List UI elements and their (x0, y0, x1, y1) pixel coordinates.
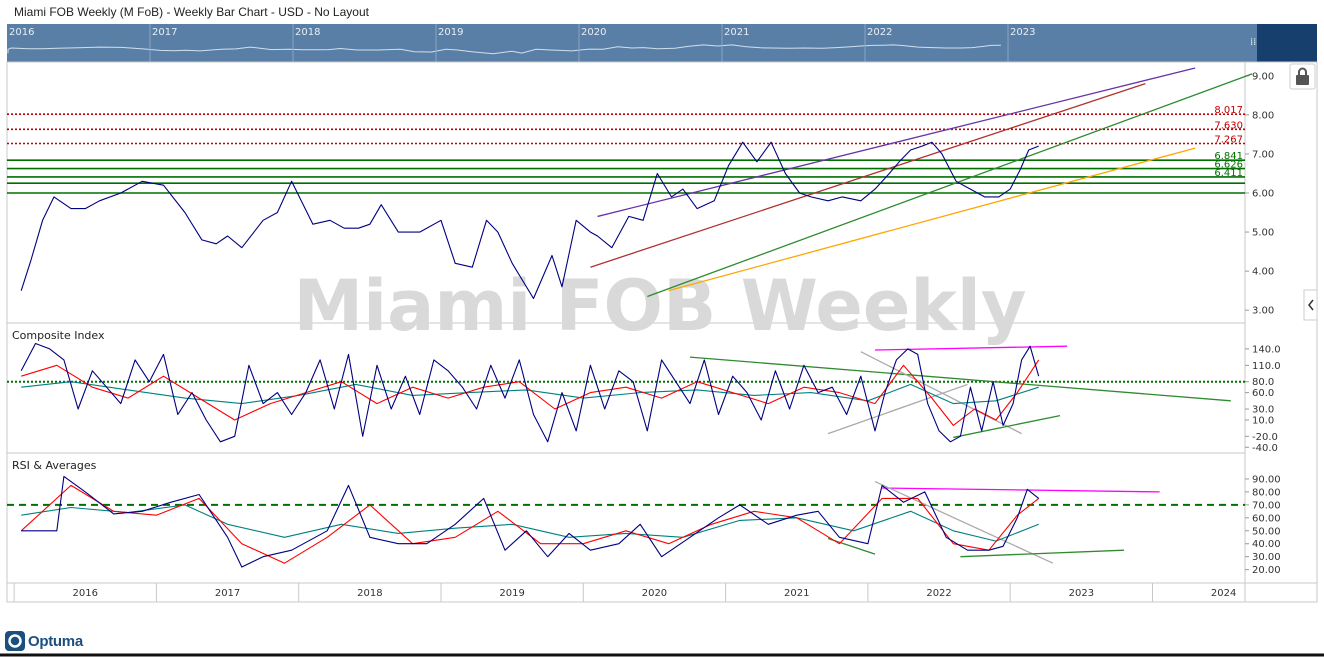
x-tick-label: 2024 (1211, 588, 1236, 599)
trendline[interactable] (874, 480, 1054, 564)
brand-name: Optuma (28, 632, 83, 650)
y-tick-label: 4.00 (1252, 267, 1274, 278)
trendline[interactable] (668, 147, 1196, 292)
y-tick-label: 50.00 (1252, 526, 1281, 537)
series-line[interactable] (21, 359, 1040, 426)
series-line[interactable] (21, 381, 1039, 405)
trendline[interactable] (597, 67, 1196, 218)
x-tick-label: 2016 (73, 588, 98, 599)
trendline[interactable] (882, 487, 1160, 493)
optuma-logo: Optuma (5, 630, 83, 652)
series-line[interactable] (20, 141, 1039, 300)
y-tick-label: 70.00 (1252, 500, 1281, 511)
navigator-grip-icon[interactable]: ⁞⁞ (1250, 37, 1256, 48)
y-tick-label: 140.0 (1252, 344, 1281, 355)
rsi-pane-title: RSI & Averages (12, 459, 97, 472)
y-tick-label: 80.00 (1252, 487, 1281, 498)
level-label: 6.626 (1214, 160, 1243, 171)
level-label: 7.630 (1214, 120, 1243, 131)
y-tick-label: 9.00 (1252, 71, 1274, 82)
composite-pane-title: Composite Index (12, 329, 105, 342)
chevron-left-icon[interactable] (1303, 289, 1318, 321)
trendline[interactable] (590, 83, 1146, 268)
series-line[interactable] (20, 342, 1040, 443)
y-tick-label: -40.0 (1252, 443, 1278, 454)
navigator-year-label: 2018 (295, 27, 320, 38)
trendline[interactable] (953, 414, 1061, 439)
trendline[interactable] (827, 383, 968, 435)
chart-title: Miami FOB Weekly (M FoB) - Weekly Bar Ch… (14, 5, 369, 19)
trendline[interactable] (960, 549, 1125, 558)
y-tick-label: 20.00 (1252, 565, 1281, 576)
y-tick-label: 3.00 (1252, 306, 1274, 317)
y-tick-label: 60.00 (1252, 513, 1281, 524)
x-tick-label: 2019 (499, 588, 524, 599)
price-pane[interactable]: 9.00 8.00 7.00 6.00 5.00 4.00 3.00 8.017 7.630 7.… (7, 67, 1274, 317)
series-line[interactable] (21, 475, 1040, 568)
navigator-year-label: 2021 (724, 27, 749, 38)
x-tick-label: 2022 (926, 588, 951, 599)
y-tick-label: 30.0 (1252, 405, 1274, 416)
series-line[interactable] (20, 484, 1040, 564)
y-tick-label: 6.00 (1252, 189, 1274, 200)
trendline[interactable] (689, 356, 1231, 402)
navigator-year-label: 2023 (1010, 27, 1035, 38)
y-tick-label: 30.00 (1252, 552, 1281, 563)
y-tick-label: 7.00 (1252, 149, 1274, 160)
navigator-year-label: 2022 (867, 27, 892, 38)
y-tick-label: -20.0 (1252, 432, 1278, 443)
y-tick-label: 8.00 (1252, 110, 1274, 121)
navigator-year-label: 2020 (581, 27, 606, 38)
x-tick-label: 2020 (642, 588, 667, 599)
navigator-year-label: 2017 (152, 27, 177, 38)
y-tick-label: 40.00 (1252, 539, 1281, 550)
watermark-text: Miami FOB Weekly (293, 265, 1026, 347)
chart-frame (6, 61, 1318, 603)
optuma-logo-icon (5, 631, 25, 651)
y-tick-label: 110.0 (1252, 361, 1281, 372)
x-axis: 2016 2017 2018 2019 2020 2021 2022 2023 2024 (13, 583, 1236, 602)
level-label: 7.267 (1214, 135, 1243, 146)
x-tick-label: 2017 (215, 588, 240, 599)
y-tick-label: 10.0 (1252, 415, 1274, 426)
y-tick-label: 5.00 (1252, 228, 1274, 239)
level-label: 8.017 (1214, 105, 1243, 116)
x-tick-label: 2018 (357, 588, 382, 599)
rsi-pane[interactable]: 90.00 80.00 70.00 60.00 50.00 40.00 30.00 20.00 (7, 474, 1281, 576)
x-tick-label: 2021 (784, 588, 809, 599)
navigator-band[interactable] (7, 24, 1257, 62)
composite-index-pane[interactable]: 140.0 110.0 80.060.0 30.010.0 -20.0-40.0 (7, 342, 1281, 454)
x-tick-label: 2023 (1069, 588, 1094, 599)
trendline[interactable] (647, 73, 1253, 298)
navigator-right-panel (1257, 24, 1317, 62)
navigator[interactable]: 2016 2017 2018 2019 2020 2021 2022 2023 ⁞⁞ (7, 24, 1317, 62)
navigator-year-label: 2016 (9, 27, 34, 38)
y-tick-label: 80.0 (1252, 377, 1274, 388)
navigator-year-label: 2019 (438, 27, 463, 38)
y-tick-label: 60.0 (1252, 388, 1274, 399)
lock-icon[interactable] (1289, 63, 1316, 90)
level-label: 6.841 (1214, 151, 1243, 162)
level-label: 6.411 (1214, 168, 1243, 179)
series-line[interactable] (21, 504, 1039, 542)
y-tick-label: 90.00 (1252, 474, 1281, 485)
